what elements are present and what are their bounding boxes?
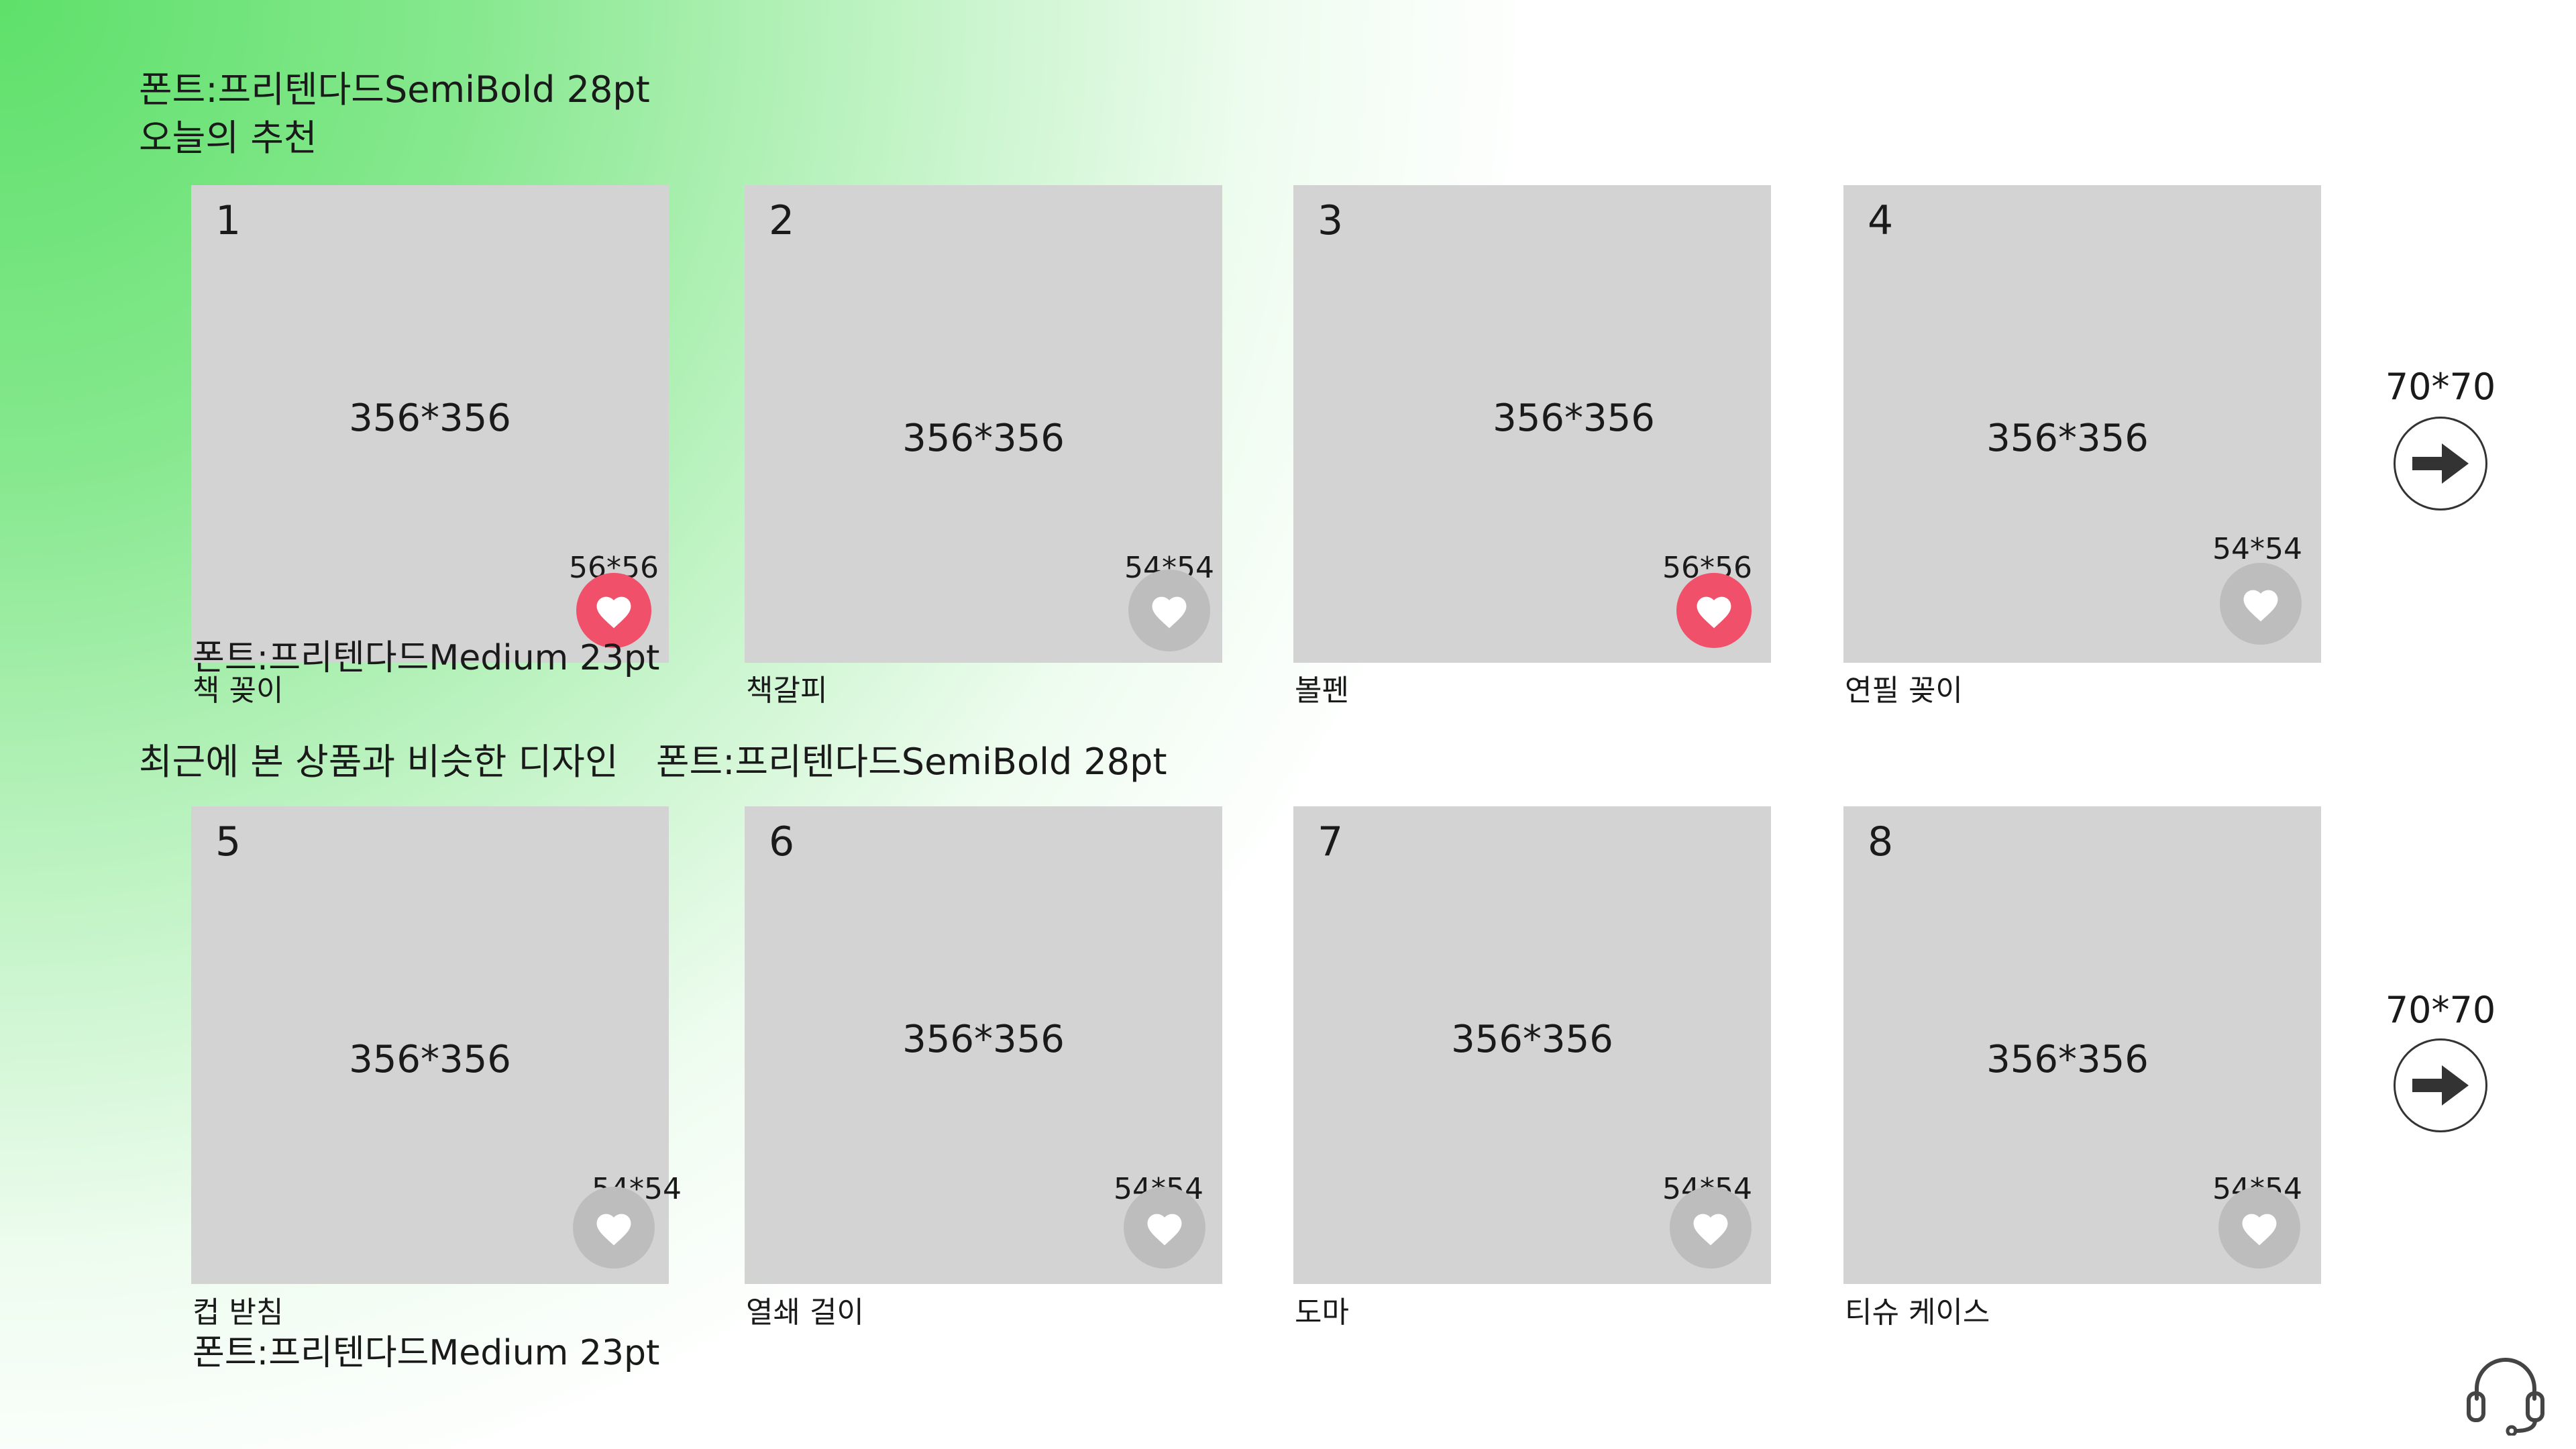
like-button[interactable] [1670, 1187, 1752, 1269]
product-card-6[interactable]: 6 356*356 54*54 [745, 806, 1222, 1284]
like-button[interactable] [576, 573, 651, 648]
heart-icon [1147, 1214, 1182, 1246]
like-button[interactable] [2218, 1187, 2300, 1269]
product-name-6[interactable]: 열쇄 걸이 [746, 1295, 864, 1330]
card-number: 6 [769, 818, 795, 865]
product-card-1[interactable]: 1 356*356 56*56 [191, 185, 669, 663]
product-name-2[interactable]: 책갈피 [746, 674, 828, 708]
product-name-7[interactable]: 도마 [1295, 1295, 1349, 1330]
product-card-8[interactable]: 8 356*356 54*54 [1843, 806, 2321, 1284]
section-2-title: 최근에 본 상품과 비슷한 디자인 [139, 741, 619, 783]
section-2-header: 최근에 본 상품과 비슷한 디자인 폰트:프리텐다드SemiBold 28pt [139, 742, 1167, 782]
heart-icon [2242, 1214, 2277, 1246]
section-1-font-note: 폰트:프리텐다드SemiBold 28pt [139, 68, 650, 111]
name-font-note: 폰트:프리텐다드Medium 23pt [193, 1333, 660, 1373]
like-button[interactable] [2220, 563, 2302, 645]
image-size-label: 356*356 [902, 1018, 1065, 1061]
heart-size-label: 54*54 [2212, 532, 2302, 566]
headset-icon[interactable] [2462, 1352, 2549, 1436]
card-number: 2 [769, 197, 795, 244]
card-number: 8 [1868, 818, 1894, 865]
card-number: 4 [1868, 197, 1894, 244]
image-size-label: 356*356 [1493, 396, 1655, 440]
card-number: 5 [215, 818, 241, 865]
next-button[interactable] [2394, 417, 2487, 511]
card-number: 7 [1318, 818, 1344, 865]
section-2-font-note: 폰트:프리텐다드SemiBold 28pt [655, 741, 1167, 783]
product-name-1[interactable]: 책 꽂이 [193, 674, 284, 708]
like-button[interactable] [1676, 573, 1752, 648]
product-card-2[interactable]: 2 356*356 54*54 [745, 185, 1222, 663]
like-button[interactable] [573, 1187, 655, 1269]
name-font-note: 폰트:프리텐다드Medium 23pt [193, 638, 660, 678]
next-button[interactable] [2394, 1038, 2487, 1132]
image-size-label: 356*356 [349, 396, 511, 440]
arrow-size-label: 70*70 [2385, 989, 2496, 1031]
card-number: 3 [1318, 197, 1344, 244]
product-name-3[interactable]: 볼펜 [1295, 674, 1349, 708]
section-1-title: 오늘의 추천 [139, 117, 317, 159]
heart-icon [1693, 1214, 1728, 1246]
heart-icon [596, 596, 631, 629]
like-button[interactable] [1124, 1187, 1205, 1269]
like-button[interactable] [1128, 570, 1210, 651]
heart-icon [596, 1214, 631, 1246]
heart-icon [1697, 596, 1731, 629]
product-name-8[interactable]: 티슈 케이스 [1845, 1295, 1990, 1330]
product-card-5[interactable]: 5 356*356 54*54 [191, 806, 682, 1284]
image-size-label: 356*356 [1986, 1038, 2149, 1081]
product-card-4[interactable]: 4 356*356 54*54 [1843, 185, 2321, 663]
heart-icon [1152, 596, 1187, 629]
arrow-size-label: 70*70 [2385, 366, 2496, 408]
image-size-label: 356*356 [902, 417, 1065, 460]
heart-icon [2243, 590, 2278, 622]
product-card-7[interactable]: 7 356*356 54*54 [1293, 806, 1771, 1284]
image-size-label: 356*356 [349, 1038, 511, 1081]
product-name-5[interactable]: 컵 받침 [193, 1295, 284, 1330]
card-number: 1 [215, 197, 241, 244]
image-size-label: 356*356 [1451, 1018, 1613, 1061]
image-size-label: 356*356 [1986, 417, 2149, 460]
arrow-right-icon [2412, 1065, 2469, 1106]
product-name-4[interactable]: 연필 꽂이 [1845, 674, 1963, 708]
arrow-right-icon [2412, 443, 2469, 484]
product-card-3[interactable]: 3 356*356 56*56 [1293, 185, 1771, 663]
